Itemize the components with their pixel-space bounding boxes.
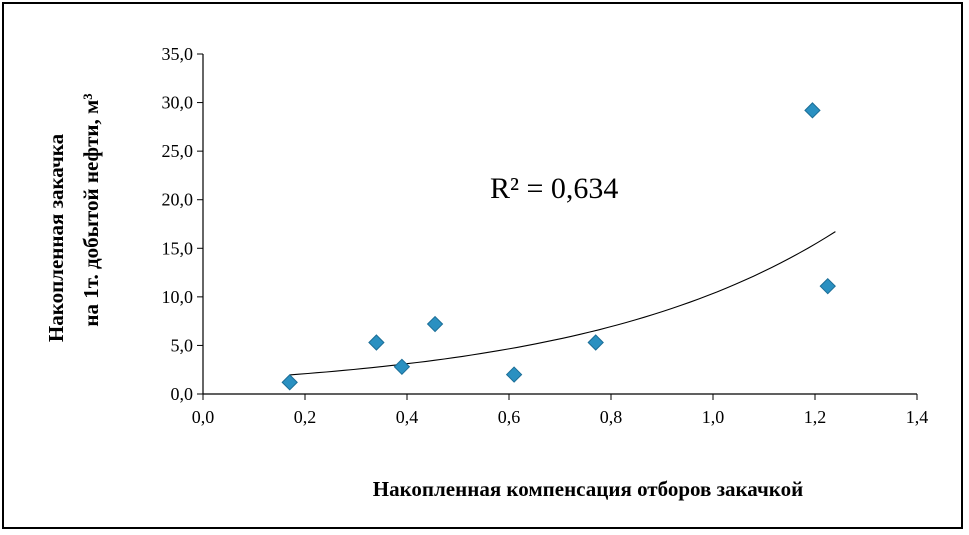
y-tick-label: 15,0 — [162, 238, 194, 258]
y-axis-label-line2: на 1т. добытой нефти, м³ — [79, 93, 103, 326]
y-tick-label: 30,0 — [162, 93, 194, 113]
x-tick-label: 0,6 — [498, 407, 521, 427]
y-axis-label-line1: Накопленная закачка — [44, 133, 68, 342]
data-point-marker — [281, 374, 298, 391]
y-tick-label: 25,0 — [162, 141, 194, 161]
data-points — [281, 102, 836, 391]
x-tick-label: 0,4 — [396, 407, 419, 427]
trendline — [289, 231, 836, 376]
chart-frame — [2, 2, 963, 529]
x-tick-label: 1,0 — [702, 407, 725, 427]
x-tick-label: 1,4 — [906, 407, 929, 427]
y-tick-label: 35,0 — [162, 44, 194, 64]
data-point-marker — [368, 334, 385, 351]
data-point-marker — [804, 102, 821, 119]
data-point-marker — [505, 366, 523, 383]
x-tick-label: 1,2 — [804, 407, 827, 427]
data-point-marker — [819, 277, 836, 295]
x-tick-label: 0,2 — [294, 407, 317, 427]
exponential-trendline — [289, 231, 836, 376]
axes: 0,0 5,0 10,0 15,0 20,0 25,0 30,0 35,0 0,0 0,2 0,4 0… — [162, 44, 929, 427]
x-tick-label: 0,8 — [600, 407, 623, 427]
x-axis-label: Накопленная компенсация отборов закачкой — [373, 477, 803, 501]
y-tick-label: 5,0 — [171, 335, 194, 355]
x-tick-label: 0,0 — [192, 407, 215, 427]
r-squared-annotation: R² = 0,634 — [490, 172, 618, 205]
y-tick-label: 10,0 — [162, 287, 194, 307]
data-point-marker — [587, 334, 604, 351]
data-point-marker — [393, 358, 411, 376]
y-tick-label: 0,0 — [171, 384, 194, 404]
y-tick-label: 20,0 — [162, 190, 194, 210]
data-point-marker — [426, 315, 444, 333]
